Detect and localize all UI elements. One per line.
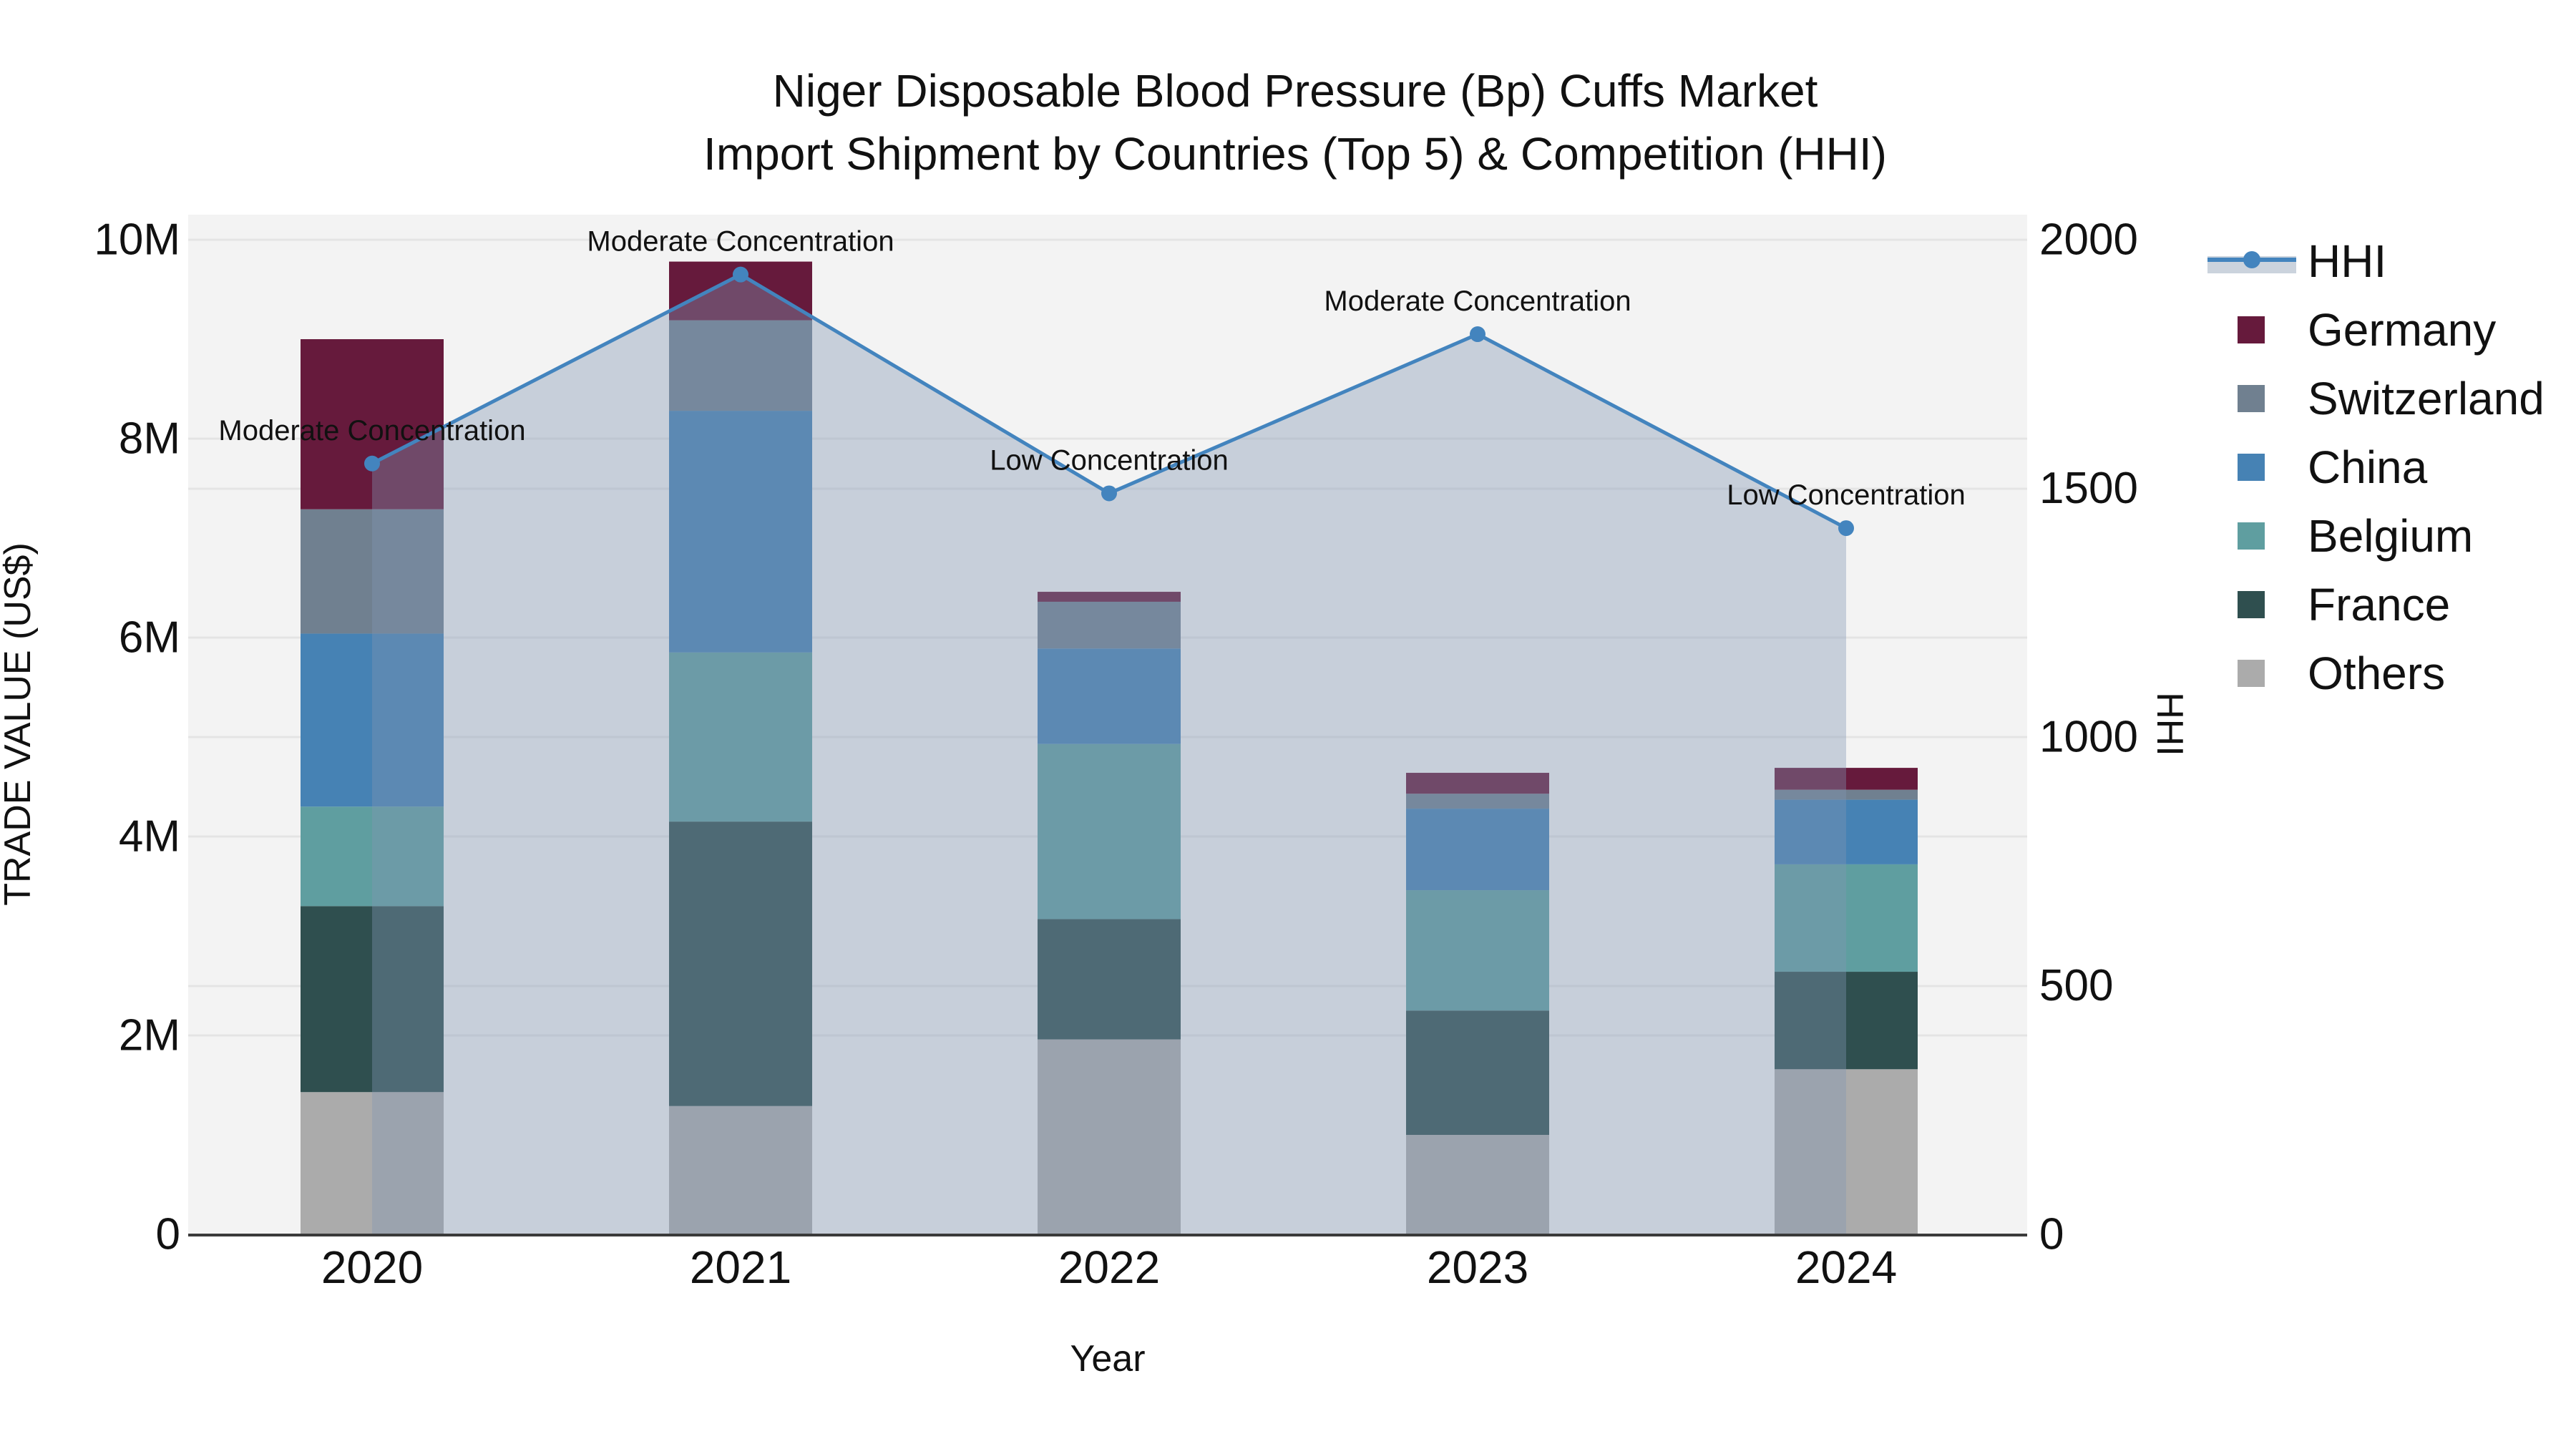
x-tick-2022: 2022 (1058, 1241, 1160, 1293)
hhi-point-2020[interactable] (364, 455, 380, 472)
chart-title-line1: Niger Disposable Blood Pressure (Bp) Cuf… (773, 65, 1818, 117)
y-left-tick: 10M (94, 215, 180, 265)
bar-2023-china[interactable] (1406, 809, 1549, 891)
bar-2024-china[interactable] (1775, 799, 1918, 864)
bar-2024-switzerland[interactable] (1775, 789, 1918, 800)
legend-swatch-china (2238, 454, 2265, 481)
x-tick-2021: 2021 (690, 1241, 791, 1293)
bar-2021-switzerland[interactable] (669, 320, 812, 411)
annotation-2022: Low Concentration (990, 444, 1229, 476)
bar-2021-others[interactable] (669, 1106, 812, 1234)
bar-2022-germany[interactable] (1038, 592, 1181, 602)
y-left-tick: 6M (119, 613, 180, 663)
hhi-point-2024[interactable] (1838, 520, 1854, 537)
legend-label-belgium: Belgium (2308, 510, 2473, 562)
legend-item-hhi[interactable]: HHI (2207, 235, 2386, 287)
legend-label-germany: Germany (2308, 304, 2496, 356)
legend-label-hhi: HHI (2308, 235, 2386, 287)
legend-label-china: China (2308, 441, 2428, 493)
legend-item-belgium[interactable]: Belgium (2238, 510, 2473, 562)
y-right-axis-title: HHI (2149, 692, 2190, 756)
hhi-point-2023[interactable] (1470, 326, 1485, 343)
legend: HHI Germany Switzerland China Belgium France O… (2207, 235, 2545, 699)
legend-item-germany[interactable]: Germany (2238, 304, 2496, 356)
bar-2021-france[interactable] (669, 821, 812, 1106)
legend-swatch-belgium (2238, 522, 2265, 550)
bar-2020-china[interactable] (301, 633, 444, 807)
x-axis-title: Year (1070, 1338, 1145, 1380)
hhi-point-2022[interactable] (1101, 485, 1117, 502)
bar-2024-germany[interactable] (1775, 768, 1918, 790)
y-left-tick: 0 (156, 1210, 180, 1259)
bar-2023-switzerland[interactable] (1406, 794, 1549, 809)
y-left-tick: 2M (119, 1011, 180, 1060)
bar-2022-switzerland[interactable] (1038, 601, 1181, 649)
bar-2020-switzerland[interactable] (301, 509, 444, 634)
bar-2023-france[interactable] (1406, 1010, 1549, 1135)
bar-2024-others[interactable] (1775, 1069, 1918, 1234)
x-tick-2020: 2020 (321, 1241, 423, 1293)
legend-item-france[interactable]: France (2238, 579, 2450, 630)
bar-2024-france[interactable] (1775, 972, 1918, 1070)
legend-swatch-germany (2238, 316, 2265, 343)
legend-hhi-marker-sample (2243, 251, 2260, 268)
annotation-2020: Moderate Concentration (218, 415, 525, 447)
legend-swatch-switzerland (2238, 385, 2265, 412)
bar-2023-others[interactable] (1406, 1135, 1549, 1234)
legend-item-others[interactable]: Others (2238, 648, 2445, 699)
y-right-tick: 500 (2039, 961, 2113, 1010)
bar-2021-belgium[interactable] (669, 652, 812, 822)
bar-2022-others[interactable] (1038, 1039, 1181, 1234)
annotation-2021: Moderate Concentration (587, 226, 894, 258)
bar-2022-belgium[interactable] (1038, 743, 1181, 919)
y-right-tick: 0 (2039, 1210, 2064, 1259)
legend-item-china[interactable]: China (2238, 441, 2428, 493)
hhi-point-2021[interactable] (733, 266, 748, 283)
legend-item-switzerland[interactable]: Switzerland (2238, 373, 2545, 424)
annotation-2024: Low Concentration (1727, 479, 1966, 511)
annotation-2023: Moderate Concentration (1324, 286, 1631, 317)
bar-2020-france[interactable] (301, 906, 444, 1093)
bar-2020-germany[interactable] (301, 339, 444, 509)
bar-2024-belgium[interactable] (1775, 864, 1918, 972)
legend-swatch-others (2238, 660, 2265, 687)
bar-2023-germany[interactable] (1406, 773, 1549, 794)
bar-2020-belgium[interactable] (301, 806, 444, 907)
legend-label-switzerland: Switzerland (2308, 373, 2545, 424)
y-right-tick: 1000 (2039, 713, 2138, 762)
bar-2023-belgium[interactable] (1406, 890, 1549, 1011)
chart-title-line2: Import Shipment by Countries (Top 5) & C… (703, 128, 1887, 180)
legend-swatch-france (2238, 591, 2265, 618)
x-tick-2024: 2024 (1795, 1241, 1897, 1293)
hhi-area-fill (372, 274, 1846, 1234)
bar-2020-others[interactable] (301, 1092, 444, 1234)
y-left-tick: 8M (119, 414, 180, 464)
legend-label-others: Others (2308, 648, 2445, 699)
x-tick-2023: 2023 (1427, 1241, 1528, 1293)
y-left-axis-title: TRADE VALUE (US$) (0, 542, 39, 906)
y-left-tick: 4M (119, 812, 180, 862)
y-right-tick: 2000 (2039, 215, 2138, 265)
bar-2022-china[interactable] (1038, 648, 1181, 744)
bar-2021-china[interactable] (669, 411, 812, 653)
y-right-tick: 1500 (2039, 464, 2138, 513)
bar-2022-france[interactable] (1038, 919, 1181, 1040)
legend-label-france: France (2308, 579, 2450, 630)
